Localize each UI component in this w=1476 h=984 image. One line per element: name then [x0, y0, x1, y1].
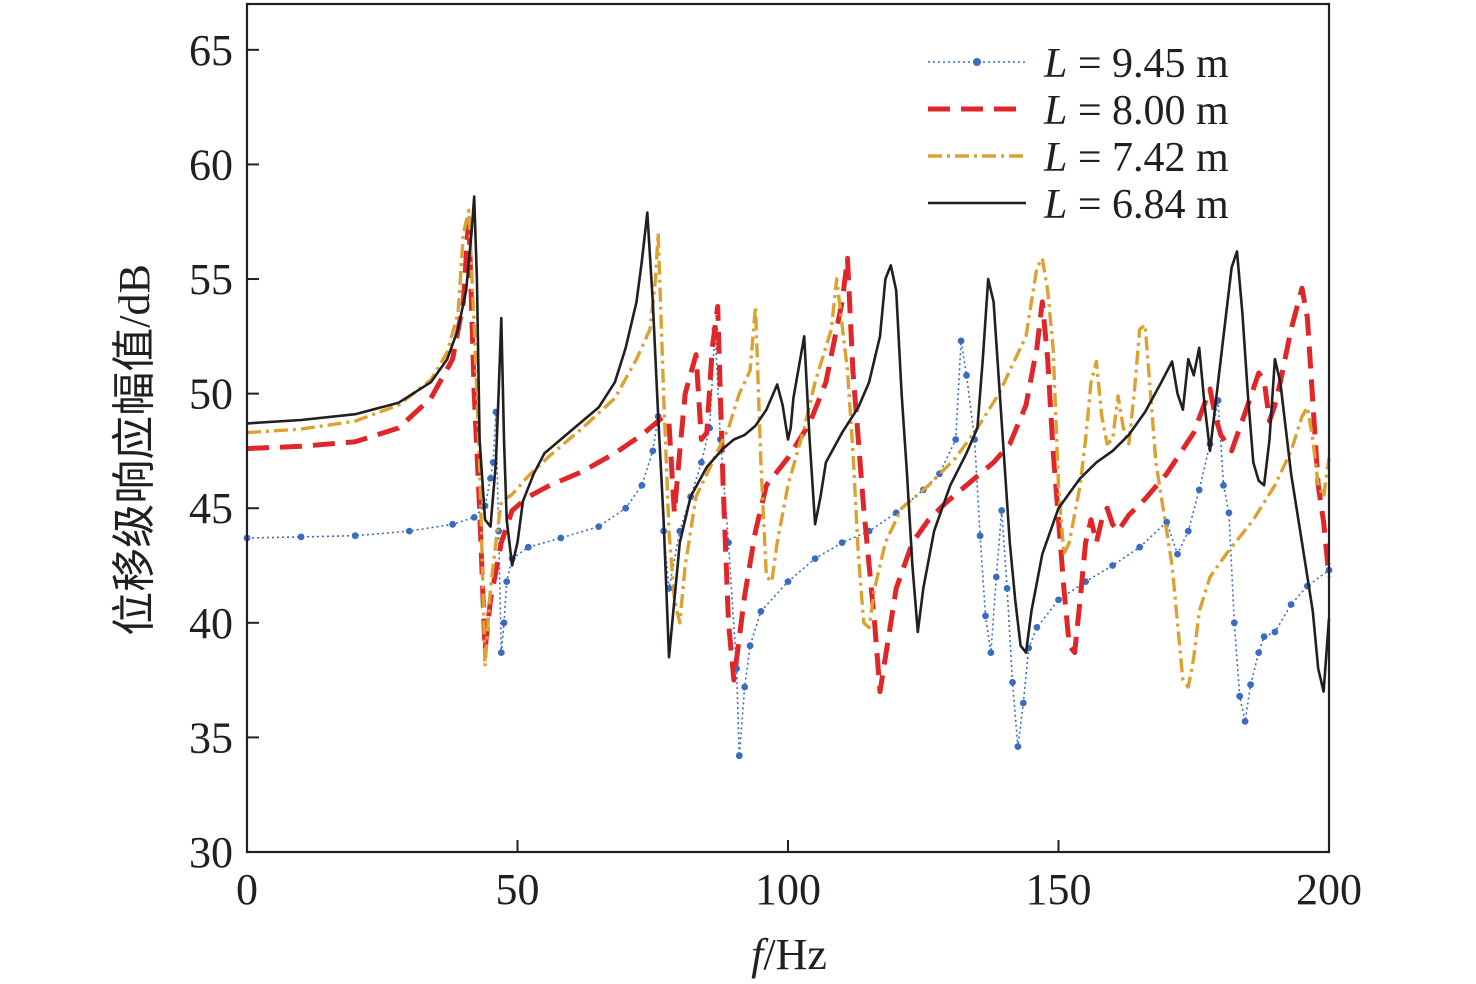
data-point [1287, 601, 1295, 608]
tick-layer: 0 50 100 150 200 30 35 40 45 50 55 60 65 [189, 26, 1362, 914]
data-point [497, 649, 505, 656]
data-point [976, 532, 984, 540]
legend-entry-1: L = 9.45 m [928, 41, 1229, 87]
y-axis-title: 位移级响应幅值/dB [110, 264, 159, 636]
data-point [500, 619, 508, 627]
data-point [784, 578, 792, 585]
x-tick-label: 100 [755, 865, 821, 914]
series-line [246, 208, 1331, 689]
series-2 [246, 212, 1332, 695]
legend-label: L = 6.84 m [1043, 182, 1229, 228]
data-point [351, 532, 359, 540]
data-point [449, 520, 456, 528]
data-point [735, 752, 743, 760]
data-point [297, 533, 305, 541]
legend-marker [973, 58, 981, 66]
y-tick-label: 55 [189, 255, 233, 304]
legend-value: = 9.45 m [1067, 41, 1229, 87]
series-4 [246, 195, 1331, 693]
data-point [957, 337, 965, 345]
data-point [1033, 624, 1041, 631]
data-point [649, 447, 657, 455]
legend-label: L = 7.42 m [1043, 135, 1229, 181]
data-point [811, 555, 819, 562]
data-point [1174, 550, 1181, 558]
data-point [1136, 543, 1144, 551]
x-tick-label: 150 [1026, 865, 1092, 914]
data-point [1241, 718, 1249, 725]
data-point [1260, 633, 1268, 640]
data-point [1163, 518, 1171, 526]
data-point [963, 371, 970, 379]
data-point [622, 504, 630, 512]
series-3 [246, 208, 1331, 689]
data-point [987, 649, 995, 656]
data-point [1109, 562, 1116, 569]
data-point [1236, 692, 1244, 700]
legend-value: = 6.84 m [1067, 182, 1229, 228]
legend: L = 9.45 mL = 8.00 mL = 7.42 mL = 6.84 m [928, 41, 1229, 228]
data-point [487, 475, 494, 482]
y-tick-label: 45 [189, 484, 233, 533]
data-point [1247, 681, 1254, 689]
y-tick-label: 50 [189, 370, 233, 419]
data-point [1220, 481, 1227, 489]
data-point [470, 514, 478, 521]
y-tick-label: 60 [189, 140, 233, 189]
y-tick-label: 35 [189, 713, 233, 762]
data-point [638, 481, 646, 489]
data-point [1225, 509, 1233, 517]
series-layer [243, 195, 1333, 760]
data-point [952, 436, 960, 443]
legend-value: = 7.42 m [1067, 135, 1229, 181]
data-point [524, 543, 532, 551]
x-axis-unit: /Hz [763, 930, 827, 979]
series-line [246, 195, 1331, 693]
y-tick-label: 30 [189, 828, 233, 877]
legend-variable: L [1043, 41, 1067, 87]
data-point [838, 539, 846, 546]
data-point [503, 578, 511, 585]
data-point [998, 507, 1006, 514]
legend-variable: L [1043, 182, 1067, 228]
data-point [741, 683, 749, 691]
data-point [595, 523, 603, 530]
data-point [1184, 527, 1192, 535]
data-point [1195, 486, 1203, 494]
data-point [557, 534, 565, 542]
data-point [1003, 585, 1011, 592]
legend-value: = 8.00 m [1067, 88, 1229, 134]
y-tick-label: 40 [189, 599, 233, 648]
data-point [992, 573, 1000, 581]
legend-variable: L [1043, 135, 1067, 181]
x-tick-label: 200 [1296, 865, 1362, 914]
data-point [1230, 619, 1238, 627]
y-tick-label: 65 [189, 26, 233, 75]
series-line [246, 212, 1332, 695]
data-point [1055, 596, 1062, 604]
data-point [1014, 743, 1022, 750]
x-tick-label: 50 [496, 865, 540, 914]
series-line [246, 328, 1330, 757]
data-point [1255, 649, 1263, 656]
data-point [1009, 679, 1016, 686]
data-point [405, 527, 413, 535]
legend-label: L = 8.00 m [1043, 88, 1229, 134]
legend-entry-4: L = 6.84 m [928, 182, 1229, 228]
data-point [757, 608, 765, 615]
data-point [698, 459, 705, 466]
x-axis-title: f/Hz [751, 930, 827, 979]
data-point [982, 612, 989, 620]
legend-label: L = 9.45 m [1043, 41, 1229, 87]
legend-entry-3: L = 7.42 m [928, 135, 1229, 181]
x-tick-label: 0 [236, 865, 258, 914]
legend-variable: L [1043, 88, 1067, 134]
data-point [1019, 699, 1027, 707]
data-point [1271, 628, 1279, 636]
data-point [746, 642, 754, 650]
legend-entry-2: L = 8.00 m [928, 88, 1229, 134]
series-1 [243, 326, 1333, 760]
